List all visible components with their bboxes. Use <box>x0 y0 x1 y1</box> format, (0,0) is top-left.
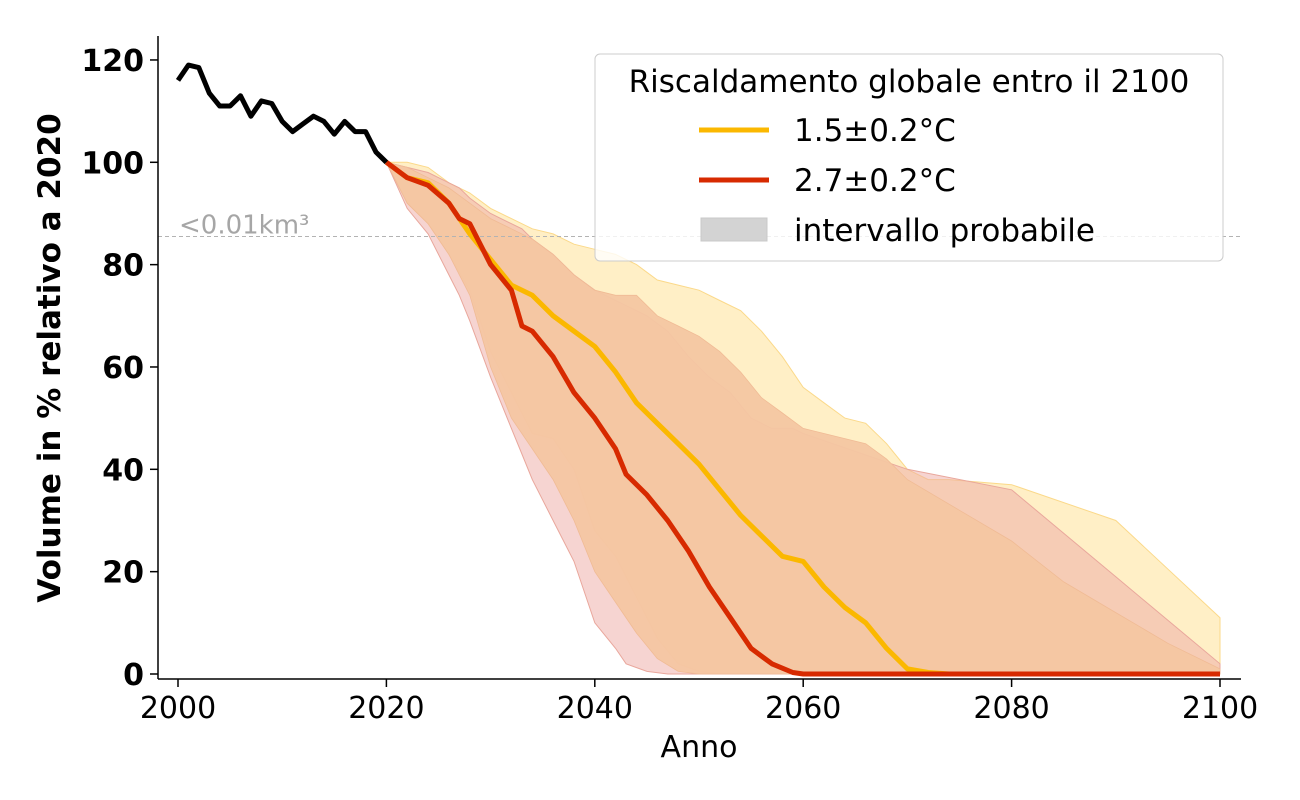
x-tick-label: 2100 <box>1182 691 1258 726</box>
y-ticks: 0 20 40 60 80 100 120 <box>81 44 158 693</box>
legend-swatch-range <box>700 217 768 242</box>
threshold-label: <0.01km³ <box>179 210 309 240</box>
legend-label-1-5: 1.5±0.2°C <box>794 113 956 149</box>
x-axis-label: Anno <box>661 730 738 765</box>
y-tick-label: 100 <box>81 146 144 181</box>
y-tick-label: 0 <box>123 658 144 693</box>
series-lines <box>175 62 1220 677</box>
y-axis-label: Volume in % relativo a 2020 <box>32 113 68 602</box>
x-tick-label: 2020 <box>348 691 424 726</box>
y-tick-label: 60 <box>102 351 144 386</box>
x-tick-label: 2080 <box>973 691 1049 726</box>
y-tick-label: 80 <box>102 249 144 284</box>
y-tick-label: 120 <box>81 44 144 79</box>
series-line-historic <box>175 62 389 165</box>
series-line-2-7 <box>384 160 1220 677</box>
legend-label-range: intervallo probabile <box>794 213 1095 249</box>
legend-title: Riscaldamento globale entro il 2100 <box>629 64 1190 100</box>
y-tick-label: 40 <box>102 453 144 488</box>
band-overlap <box>385 161 1221 675</box>
x-tick-label: 2000 <box>140 691 216 726</box>
y-tick-label: 20 <box>102 556 144 591</box>
legend: Riscaldamento globale entro il 2100 1.5±… <box>594 53 1224 262</box>
legend-box <box>594 53 1224 262</box>
legend-label-2-7: 2.7±0.2°C <box>794 163 956 199</box>
x-tick-label: 2060 <box>765 691 841 726</box>
uncertainty-bands <box>385 161 1221 675</box>
x-tick-label: 2040 <box>557 691 633 726</box>
x-ticks: 2000 2020 2040 2060 2080 2100 <box>140 679 1258 726</box>
